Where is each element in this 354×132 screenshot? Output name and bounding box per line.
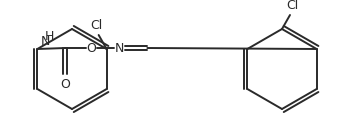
Text: N: N <box>41 35 50 48</box>
Text: O: O <box>86 41 96 55</box>
Text: Cl: Cl <box>286 0 298 12</box>
Text: H: H <box>45 30 54 43</box>
Text: O: O <box>61 78 70 91</box>
Text: N: N <box>115 41 124 55</box>
Text: Cl: Cl <box>91 19 103 32</box>
